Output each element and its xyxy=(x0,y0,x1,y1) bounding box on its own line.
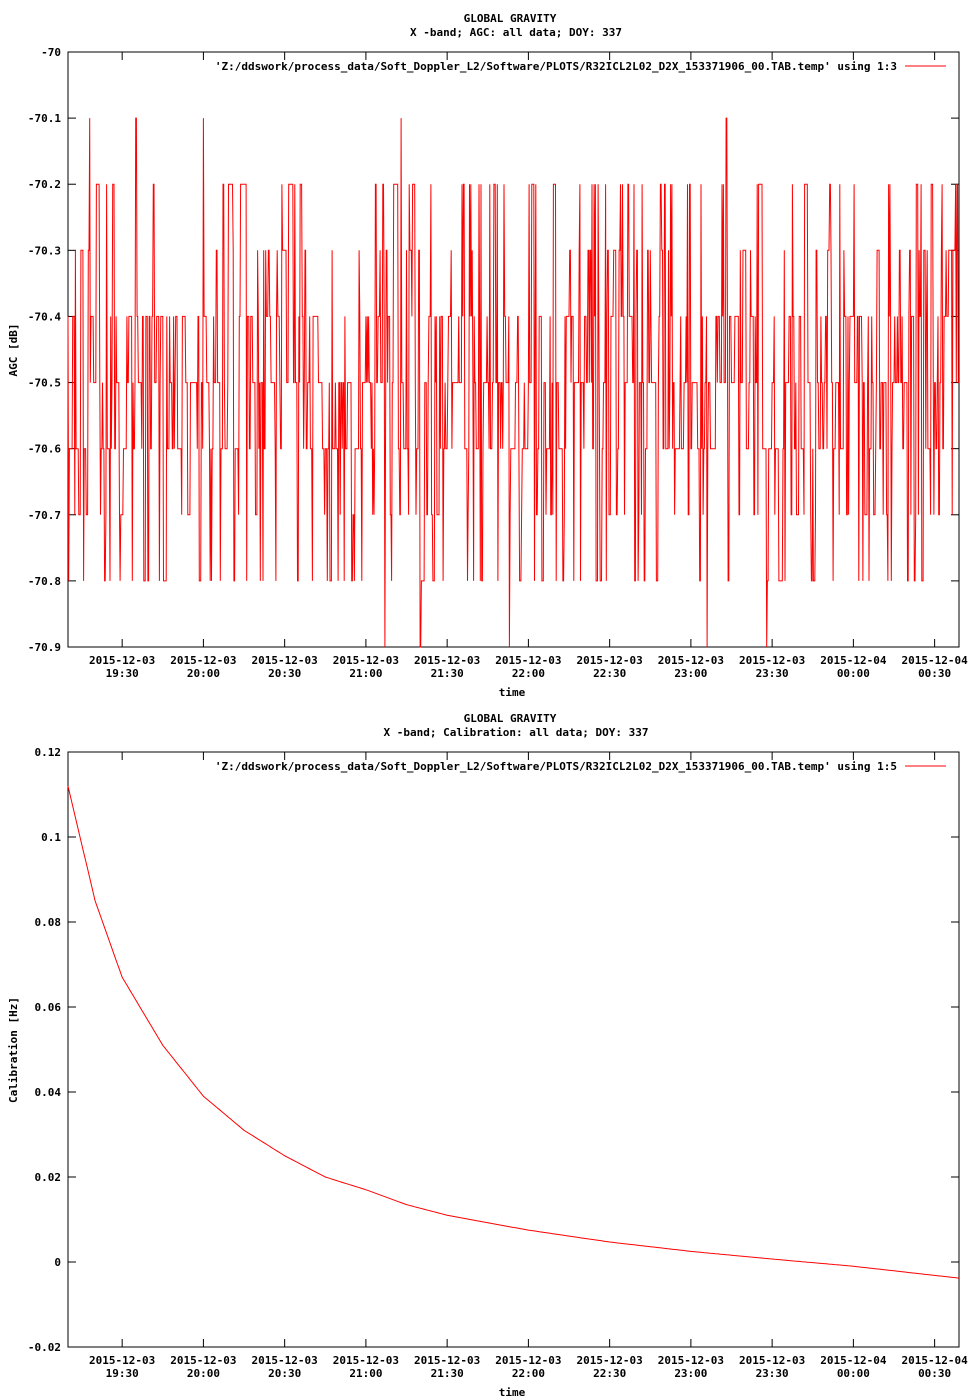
x-tick-label-time: 20:00 xyxy=(187,1367,220,1380)
calibration-chart: GLOBAL GRAVITY X -band; Calibration: all… xyxy=(7,712,968,1399)
x-tick-label-time: 22:30 xyxy=(593,667,626,680)
y-tick-label: -70.7 xyxy=(28,509,61,522)
x-tick-label-time: 23:00 xyxy=(674,1367,707,1380)
agc-legend-label: 'Z:/ddswork/process_data/Soft_Doppler_L2… xyxy=(215,60,897,73)
y-tick-label: 0.12 xyxy=(35,746,62,759)
x-tick-label-time: 20:30 xyxy=(268,1367,301,1380)
y-tick-label: 0.1 xyxy=(41,831,61,844)
x-tick-label-date: 2015-12-03 xyxy=(658,654,724,667)
agc-y-axis-label: AGC [dB] xyxy=(7,324,20,377)
x-tick-label-date: 2015-12-03 xyxy=(739,1354,805,1367)
y-tick-label: 0.04 xyxy=(35,1086,62,1099)
x-tick-label-date: 2015-12-03 xyxy=(89,654,155,667)
y-tick-label: -0.02 xyxy=(28,1341,61,1354)
agc-y-axis: -70 -70.1 -70.2 -70.3 -70.4 -70.5 -70.6 -70.7 -7… xyxy=(28,46,959,654)
y-tick-label: -70.8 xyxy=(28,575,61,588)
agc-series-line xyxy=(67,117,959,648)
x-tick-label-date: 2015-12-03 xyxy=(414,1354,480,1367)
y-tick-label: -70.3 xyxy=(28,244,61,257)
y-tick-label: 0.02 xyxy=(35,1171,62,1184)
calibration-chart-title: GLOBAL GRAVITY xyxy=(464,712,557,725)
x-tick-label-date: 2015-12-04 xyxy=(820,654,887,667)
x-tick-label-date: 2015-12-04 xyxy=(902,1354,969,1367)
x-tick-label-time: 23:30 xyxy=(756,667,789,680)
agc-chart-title: GLOBAL GRAVITY xyxy=(464,12,557,25)
y-tick-label: -70.4 xyxy=(28,310,61,323)
x-tick-label-time: 00:30 xyxy=(918,667,951,680)
agc-x-axis-label: time xyxy=(499,686,526,699)
calibration-plot-frame xyxy=(67,751,960,1348)
y-tick-label: -70.5 xyxy=(28,377,61,390)
x-tick-label-date: 2015-12-03 xyxy=(170,654,236,667)
x-tick-label-date: 2015-12-04 xyxy=(902,654,969,667)
y-tick-label: -70.2 xyxy=(28,178,61,191)
x-tick-label-date: 2015-12-03 xyxy=(739,654,805,667)
x-tick-label-date: 2015-12-03 xyxy=(170,1354,236,1367)
x-tick-label-time: 21:30 xyxy=(431,667,464,680)
y-tick-label: 0.06 xyxy=(35,1001,62,1014)
x-tick-label-date: 2015-12-03 xyxy=(495,1354,561,1367)
y-tick-label: 0 xyxy=(54,1256,61,1269)
x-tick-label-time: 00:30 xyxy=(918,1367,951,1380)
y-tick-label: -70.6 xyxy=(28,443,61,456)
x-tick-label-date: 2015-12-04 xyxy=(820,1354,887,1367)
x-tick-label-time: 20:00 xyxy=(187,667,220,680)
x-tick-label-date: 2015-12-03 xyxy=(333,654,399,667)
x-tick-label-date: 2015-12-03 xyxy=(577,1354,643,1367)
x-tick-label-time: 23:00 xyxy=(674,667,707,680)
x-tick-label-time: 21:00 xyxy=(349,667,382,680)
x-tick-label-date: 2015-12-03 xyxy=(577,654,643,667)
calibration-legend-label: 'Z:/ddswork/process_data/Soft_Doppler_L2… xyxy=(215,760,897,773)
x-tick-label-date: 2015-12-03 xyxy=(89,1354,155,1367)
x-tick-label-time: 23:30 xyxy=(756,1367,789,1380)
x-tick-label-time: 00:00 xyxy=(837,1367,870,1380)
y-tick-label: 0.08 xyxy=(35,916,62,929)
y-tick-label: -70.9 xyxy=(28,641,61,654)
x-tick-label-time: 21:00 xyxy=(349,1367,382,1380)
y-tick-label: -70.1 xyxy=(28,112,61,125)
calibration-y-axis-label: Calibration [Hz] xyxy=(7,997,20,1103)
calibration-y-axis: 0.12 0.1 0.08 0.06 0.04 0.02 0 -0.02 xyxy=(28,746,959,1354)
x-tick-label-time: 19:30 xyxy=(106,1367,139,1380)
x-tick-label-date: 2015-12-03 xyxy=(252,654,318,667)
x-tick-label-time: 21:30 xyxy=(431,1367,464,1380)
x-tick-label-time: 00:00 xyxy=(837,667,870,680)
y-tick-label: -70 xyxy=(41,46,61,59)
x-tick-label-date: 2015-12-03 xyxy=(414,654,480,667)
x-tick-label-time: 22:00 xyxy=(512,1367,545,1380)
agc-chart: GLOBAL GRAVITY X -band; AGC: all data; D… xyxy=(7,12,968,699)
x-tick-label-date: 2015-12-03 xyxy=(252,1354,318,1367)
x-tick-label-time: 22:30 xyxy=(593,1367,626,1380)
x-tick-label-date: 2015-12-03 xyxy=(658,1354,724,1367)
x-tick-label-time: 20:30 xyxy=(268,667,301,680)
agc-chart-subtitle: X -band; AGC: all data; DOY: 337 xyxy=(410,26,622,39)
x-tick-label-date: 2015-12-03 xyxy=(495,654,561,667)
calibration-series-line xyxy=(67,785,960,1279)
x-tick-label-time: 22:00 xyxy=(512,667,545,680)
agc-x-axis: 2015-12-0319:302015-12-0320:002015-12-03… xyxy=(89,52,968,680)
x-tick-label-date: 2015-12-03 xyxy=(333,1354,399,1367)
calibration-chart-subtitle: X -band; Calibration: all data; DOY: 337 xyxy=(384,726,649,739)
calibration-x-axis: 2015-12-0319:302015-12-0320:002015-12-03… xyxy=(89,752,968,1380)
calibration-x-axis-label: time xyxy=(499,1386,526,1399)
x-tick-label-time: 19:30 xyxy=(106,667,139,680)
